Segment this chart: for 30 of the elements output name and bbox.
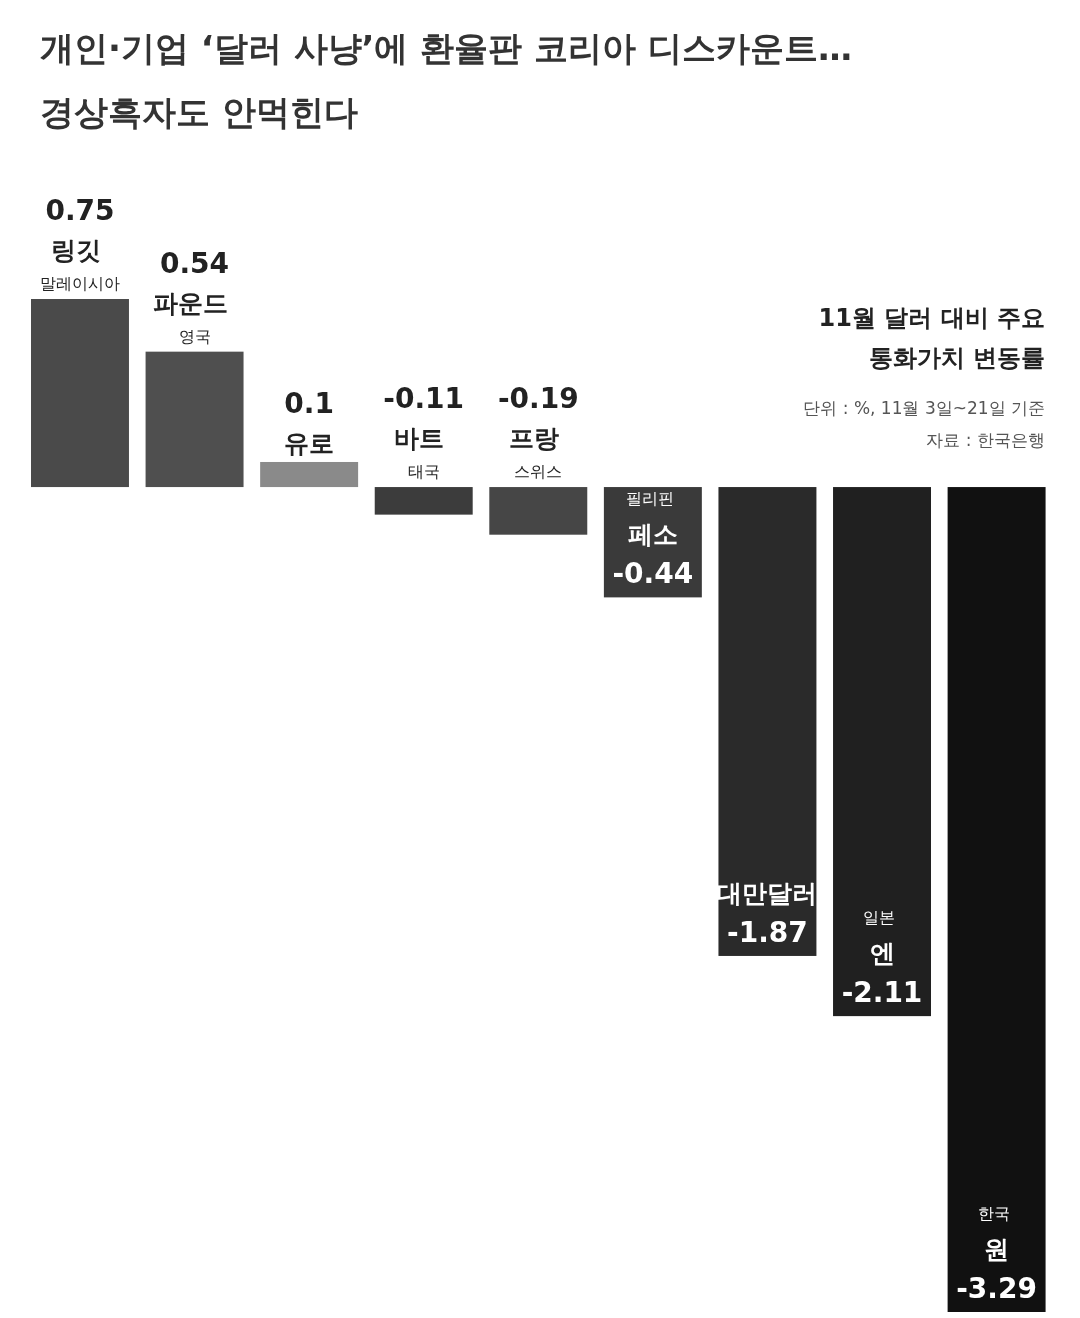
data-label: -1.87 — [727, 915, 808, 949]
data-label: -2.11 — [841, 976, 923, 1010]
data-label: -0.19 — [497, 382, 579, 416]
data-label: 0.54 — [160, 246, 230, 280]
x-tick-label: 프랑 스위스 — [508, 424, 568, 482]
bar — [374, 487, 473, 515]
data-label: 0.1 — [284, 386, 334, 420]
annotation: 단위 : %, 11월 3일~21일 기준 — [803, 398, 1045, 418]
bar — [260, 461, 359, 488]
bar — [833, 487, 931, 1017]
x-tick-label: 한국 원 — [978, 1204, 1016, 1264]
x-tick-label: 일본 엔 — [863, 908, 901, 969]
x-tick-label: 필리핀 페소 — [626, 489, 680, 550]
x-tick-label: 대만달러 — [717, 878, 818, 908]
x-tick-label: 유로 — [284, 428, 335, 458]
bar — [31, 299, 129, 488]
data-label: 0.75 — [45, 194, 115, 227]
bar — [718, 487, 817, 956]
x-tick-label: 링깃 말레이시아 — [39, 236, 120, 293]
x-tick-label: 바트 태국 — [394, 424, 454, 482]
chart-title: 개인·기업 ‘달러 사냥’에 환율판 코리아 디스카운트… 경상흑자도 안먹힌다 — [40, 28, 852, 132]
data-label: -0.44 — [612, 557, 694, 591]
data-label: -3.29 — [956, 1272, 1037, 1305]
bar — [489, 487, 588, 535]
bar — [145, 351, 244, 488]
x-tick-label: 파운드 영국 — [152, 288, 237, 346]
data-label: -0.11 — [383, 382, 465, 416]
bar — [947, 487, 1046, 1312]
text: 11월 달러 대비 주요 통화가치 변동률 — [818, 304, 1045, 372]
annotation: 자료 : 한국은행 — [926, 430, 1045, 450]
